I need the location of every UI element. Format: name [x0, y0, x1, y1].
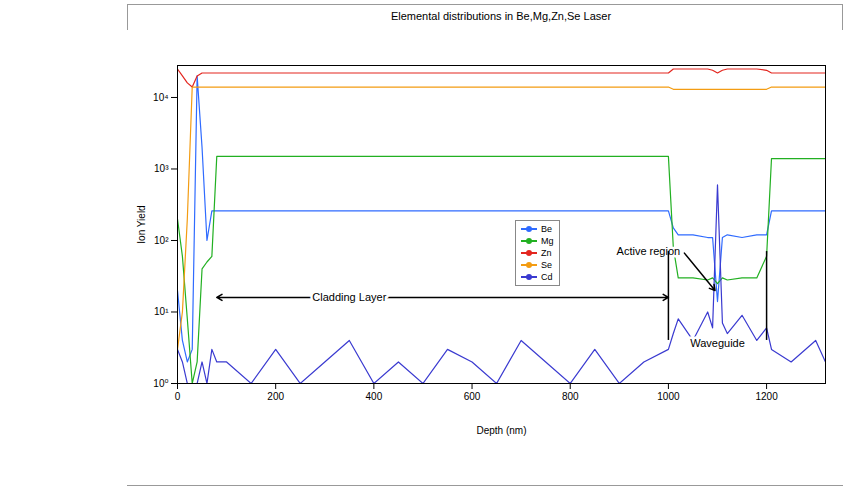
svg-text:600: 600: [464, 391, 481, 402]
svg-text:Ion Yield: Ion Yield: [136, 205, 147, 243]
svg-text:10¹: 10¹: [154, 306, 169, 317]
svg-text:1200: 1200: [755, 391, 778, 402]
svg-text:Active region: Active region: [617, 245, 681, 257]
html-text:Be: Be: [541, 224, 552, 234]
html-text:Elemental distributions in Be,: Elemental distributions in Be,Mg,Zn,Se L…: [390, 10, 611, 22]
svg-text:Cladding Layer: Cladding Layer: [312, 291, 386, 303]
svg-text:1000: 1000: [657, 391, 680, 402]
svg-text:0: 0: [175, 391, 181, 402]
svg-text:10²: 10²: [154, 235, 169, 246]
svg-text:800: 800: [562, 391, 579, 402]
svg-text:10³: 10³: [154, 163, 169, 174]
svg-text:Waveguide: Waveguide: [690, 337, 745, 349]
svg-text:10⁴: 10⁴: [153, 92, 168, 103]
svg-text:10⁰: 10⁰: [153, 378, 168, 389]
svg-text:Depth (nm): Depth (nm): [476, 425, 526, 436]
html-text:Mg: Mg: [541, 236, 554, 246]
svg-text:200: 200: [267, 391, 284, 402]
html-text:Zn: Zn: [541, 248, 552, 258]
svg-text:400: 400: [366, 391, 383, 402]
html-text:Se: Se: [541, 260, 552, 270]
html-text:Cd: Cd: [541, 272, 553, 282]
